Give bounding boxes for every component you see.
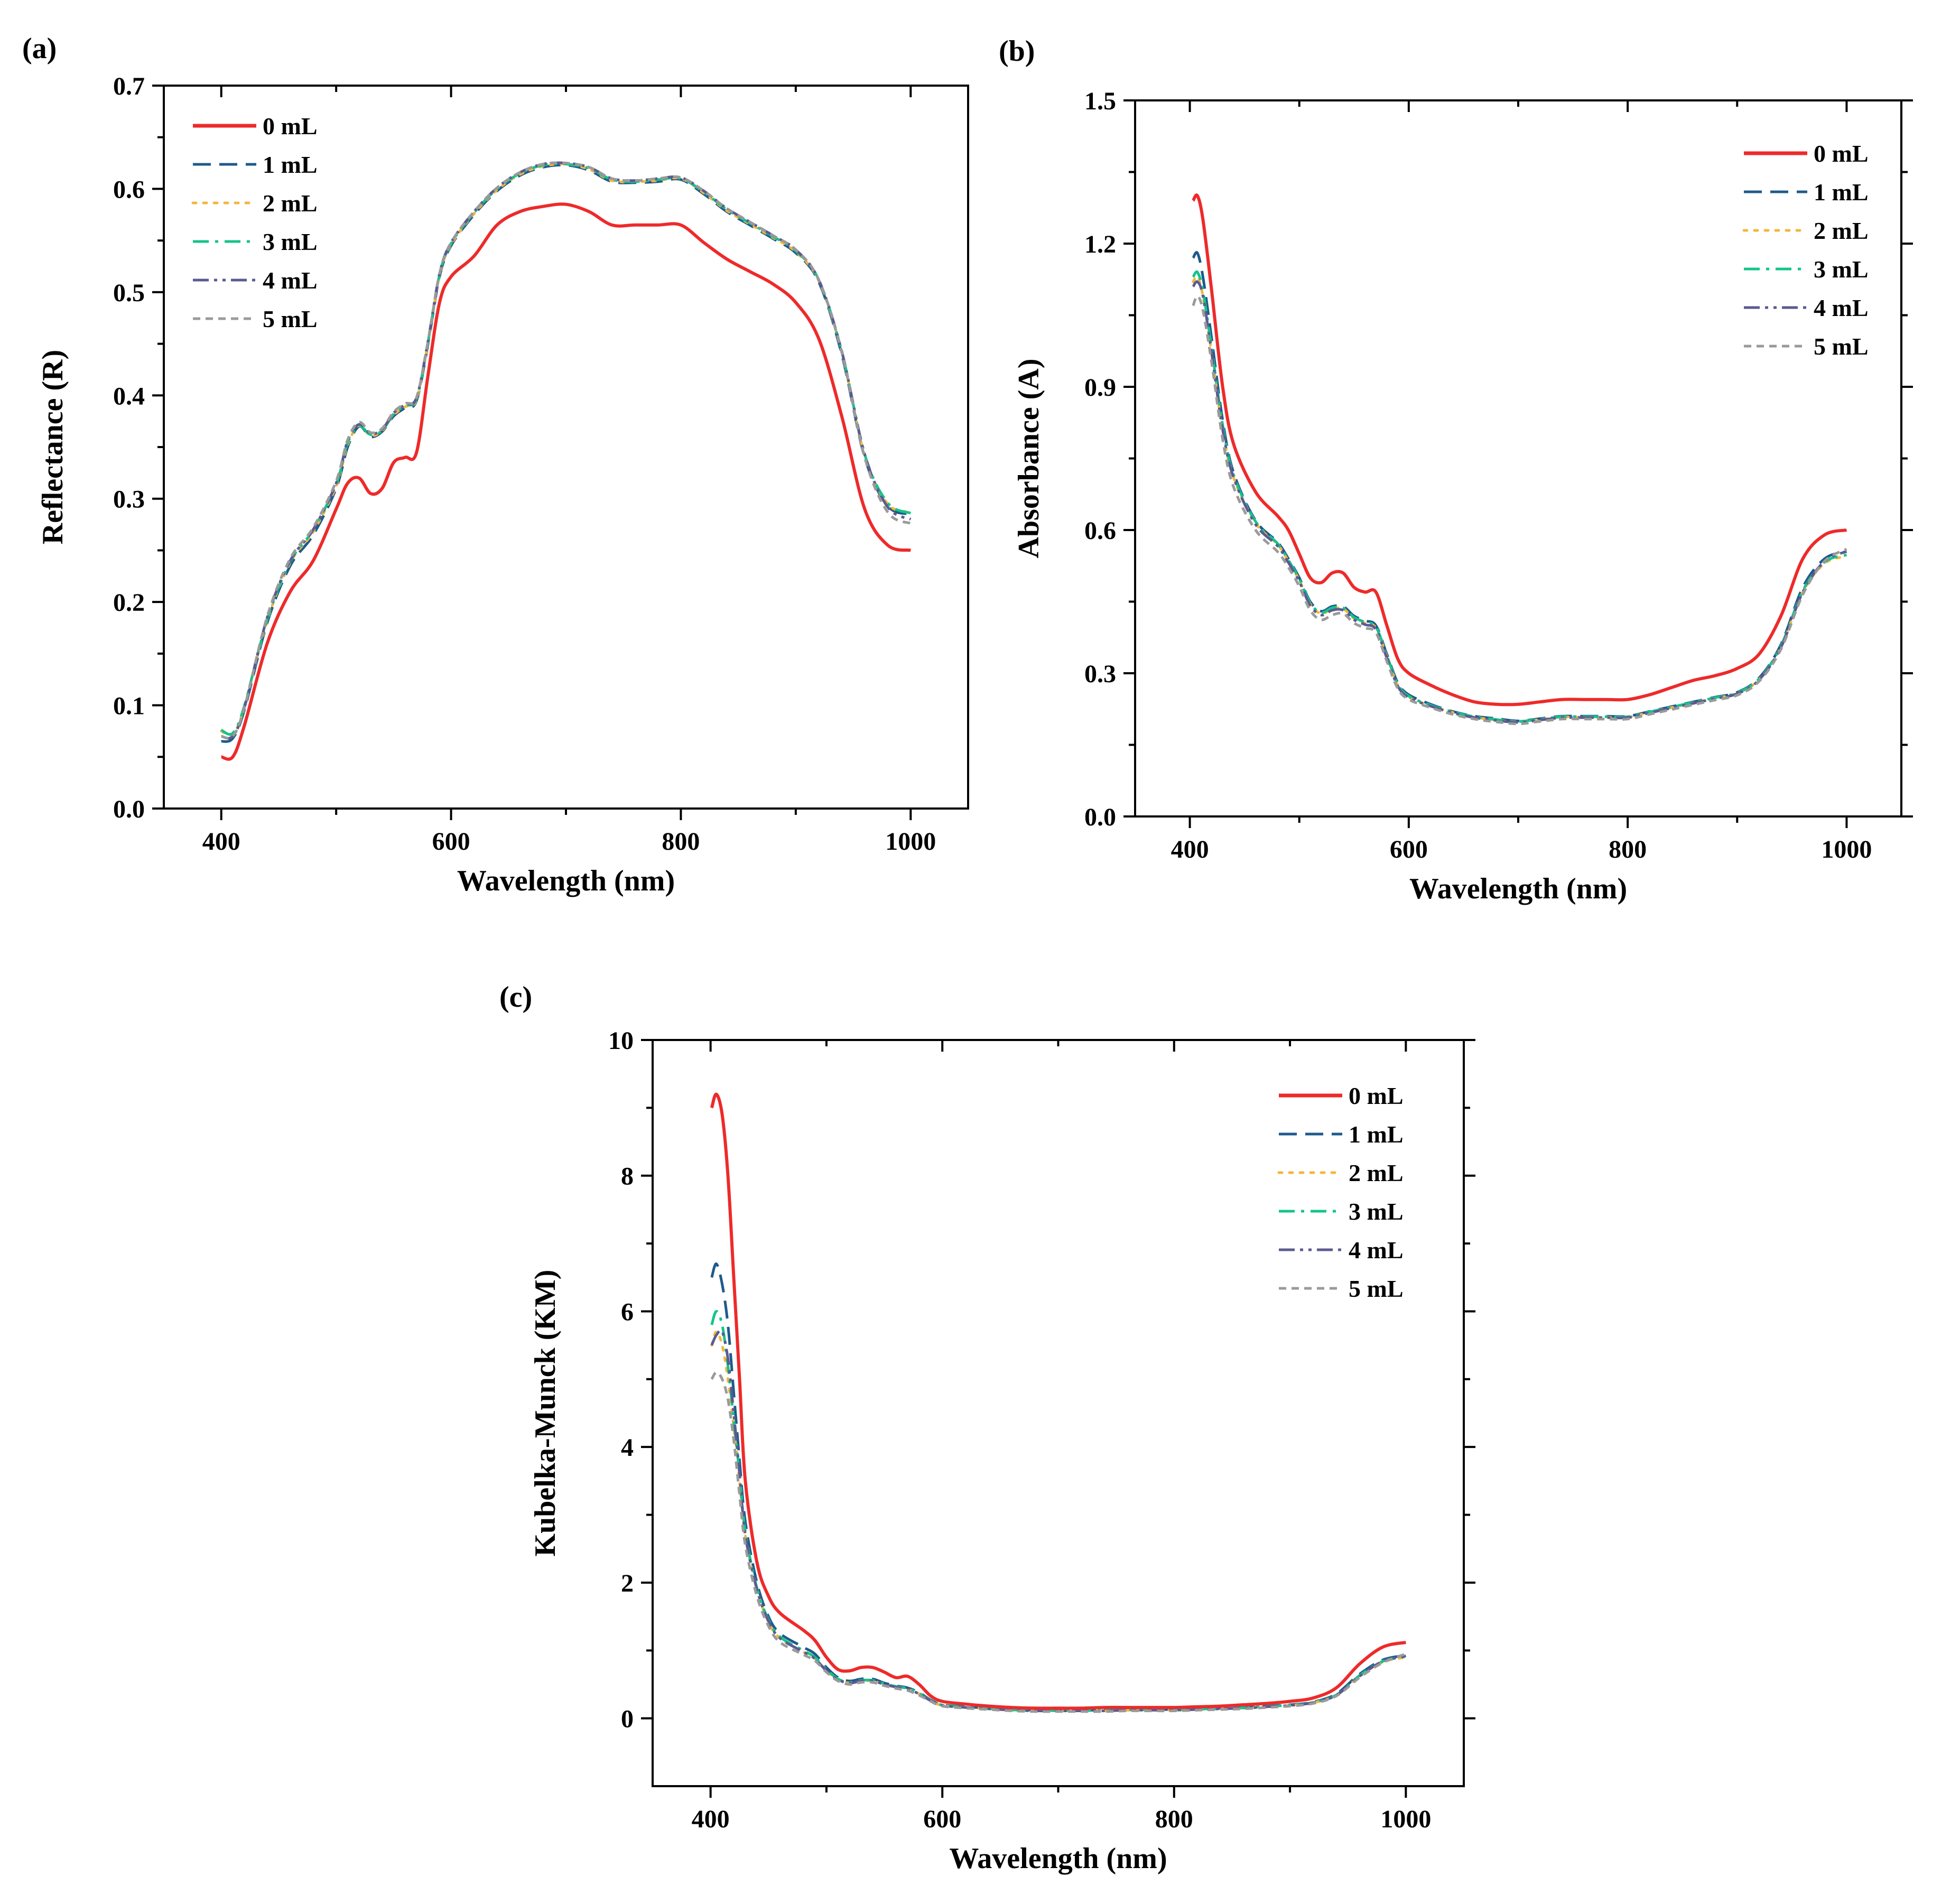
legend-label: 1 mL — [263, 151, 318, 178]
y-tick-label: 2 — [621, 1569, 634, 1597]
legend-label: 0 mL — [1349, 1082, 1404, 1109]
series-line-5-ml — [710, 1371, 1407, 1713]
y-tick-label: 10 — [608, 1027, 634, 1055]
legend-label: 5 mL — [263, 305, 318, 332]
x-tick-label: 800 — [1609, 835, 1647, 863]
y-tick-label: 0.7 — [113, 72, 145, 100]
panel-label: (b) — [999, 35, 1035, 68]
panel-label: (a) — [22, 32, 57, 65]
y-axis-label: Reflectance (R) — [36, 350, 69, 544]
legend: 0 mL 1 mL 2 mL 3 mL 4 mL 5 mL — [191, 113, 318, 332]
y-tick-label: 0.6 — [1084, 517, 1116, 545]
legend-label: 5 mL — [1814, 333, 1869, 360]
series-line-4-ml — [1192, 280, 1847, 724]
y-tick-label: 8 — [621, 1163, 634, 1191]
y-tick-label: 0.5 — [113, 279, 145, 307]
x-tick-label: 1000 — [1380, 1805, 1431, 1833]
legend-label: 4 mL — [1349, 1237, 1404, 1264]
chart-b: (b) 400 600 800 1000 0.0 0.3 0.6 0.9 1.2 1.5 Wavele… — [999, 35, 1913, 905]
y-tick-label: 6 — [621, 1298, 634, 1326]
series-line-3-ml — [1192, 270, 1847, 723]
legend-label: 3 mL — [1814, 256, 1869, 283]
x-tick-label: 400 — [692, 1805, 730, 1833]
legend-label: 2 mL — [1349, 1159, 1404, 1186]
legend-label: 2 mL — [263, 190, 318, 217]
legend-label: 4 mL — [263, 267, 318, 294]
legend-label: 1 mL — [1814, 179, 1869, 206]
y-tick-label: 0 — [621, 1705, 634, 1733]
series-group — [1192, 193, 1848, 726]
y-axis-label: Absorbance (A) — [1012, 359, 1045, 559]
panel-label: (c) — [499, 981, 532, 1014]
legend-label: 4 mL — [1814, 294, 1869, 321]
x-tick-label: 400 — [202, 828, 240, 856]
chart-a: (a) 400 600 800 1000 0.0 0.1 0.2 0.3 0.4 0.5 0.6 0.7… — [22, 32, 969, 897]
y-tick-label: 0.6 — [113, 175, 145, 203]
y-tick-label: 0.0 — [1084, 803, 1116, 831]
x-tick-label: 1000 — [1821, 835, 1872, 863]
x-tick-label: 800 — [662, 828, 700, 856]
y-tick-label: 0.3 — [1084, 660, 1116, 688]
x-tick-label: 400 — [1171, 835, 1209, 863]
series-line-0-ml — [1192, 193, 1847, 707]
y-tick-label: 0.1 — [113, 692, 145, 720]
x-tick-label: 800 — [1155, 1805, 1193, 1833]
series-group — [220, 161, 912, 761]
y-tick-label: 0.0 — [113, 795, 145, 823]
series-group — [710, 1092, 1407, 1713]
x-axis-label: Wavelength (nm) — [457, 865, 675, 897]
legend-label: 3 mL — [263, 228, 318, 255]
y-tick-label: 4 — [621, 1434, 634, 1462]
legend-label: 0 mL — [263, 113, 318, 140]
legend-label: 2 mL — [1814, 217, 1869, 244]
legend-label: 3 mL — [1349, 1198, 1404, 1225]
series-line-5-ml — [1192, 294, 1847, 726]
y-tick-label: 0.3 — [113, 486, 145, 514]
chart-c: (c) 400 600 800 1000 0 2 4 6 8 10 Wavelength (nm) Ku… — [499, 981, 1475, 1875]
x-axis-label: Wavelength (nm) — [949, 1842, 1167, 1875]
legend: 0 mL 1 mL 2 mL 3 mL 4 mL 5 mL — [1742, 140, 1869, 360]
x-tick-label: 1000 — [885, 828, 936, 856]
legend-label: 5 mL — [1349, 1275, 1404, 1302]
series-line-5-ml — [221, 161, 912, 740]
y-tick-label: 0.9 — [1084, 374, 1116, 402]
y-tick-label: 1.5 — [1084, 87, 1116, 115]
y-tick-label: 0.2 — [113, 589, 145, 617]
legend-label: 0 mL — [1814, 140, 1869, 167]
y-tick-label: 1.2 — [1084, 230, 1116, 258]
y-axis-label: Kubelka-Munck (KM) — [529, 1270, 562, 1557]
x-tick-label: 600 — [923, 1805, 961, 1833]
series-line-0-ml — [221, 202, 911, 761]
legend-label: 1 mL — [1349, 1121, 1404, 1148]
x-tick-label: 600 — [432, 828, 470, 856]
legend: 0 mL 1 mL 2 mL 3 mL 4 mL 5 mL — [1277, 1082, 1404, 1302]
y-tick-label: 0.4 — [113, 382, 145, 410]
x-axis-label: Wavelength (nm) — [1409, 872, 1627, 905]
series-line-0-ml — [710, 1092, 1406, 1710]
x-tick-label: 600 — [1390, 835, 1428, 863]
